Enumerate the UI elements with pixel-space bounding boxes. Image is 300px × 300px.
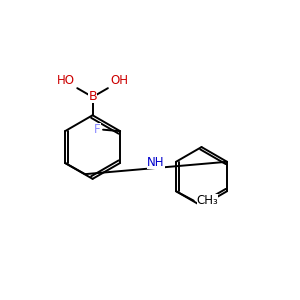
- Text: NH: NH: [147, 156, 165, 169]
- Text: OH: OH: [110, 74, 128, 87]
- Text: HO: HO: [57, 74, 75, 87]
- Text: F: F: [94, 123, 101, 136]
- Text: B: B: [88, 91, 97, 103]
- Text: CH₃: CH₃: [196, 194, 218, 207]
